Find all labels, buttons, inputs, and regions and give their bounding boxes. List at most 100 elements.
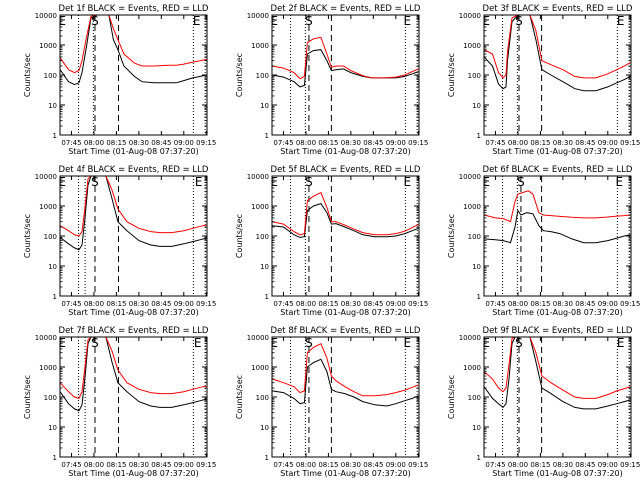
start-marker-label: S [91, 336, 99, 350]
x-tick-label: 08:30 [553, 461, 573, 469]
start-marker-label: S [91, 175, 99, 189]
y-tick-label: 10000 [35, 12, 57, 20]
y-axis-label: Counts/sec [235, 214, 244, 258]
lld-series-line [272, 343, 419, 397]
y-tick-label: 1000 [39, 203, 57, 211]
panel-title: Det 7f BLACK = Events, RED = LLD [59, 326, 209, 336]
x-tick-label: 09:00 [598, 139, 618, 147]
x-tick-label: 09:15 [196, 139, 216, 147]
x-tick-label: 08:00 [296, 139, 316, 147]
x-tick-label: 07:45 [61, 300, 81, 308]
events-series-line [272, 49, 419, 88]
x-tick-label: 08:45 [575, 139, 595, 147]
start-marker-label: S [515, 336, 523, 350]
x-tick-label: 08:00 [508, 300, 528, 308]
x-tick-label: 08:30 [341, 139, 361, 147]
y-tick-label: 10 [260, 102, 269, 110]
x-axis-label: Start Time (01-Aug-08 07:37:20) [68, 147, 199, 156]
y-axis-label: Counts/sec [23, 214, 32, 258]
end-marker-label: E [482, 14, 490, 28]
x-tick-label: 09:00 [386, 300, 406, 308]
x-axis-label: Start Time (01-Aug-08 07:37:20) [492, 308, 623, 317]
x-tick-label: 08:00 [84, 461, 104, 469]
y-tick-label: 1 [265, 293, 269, 301]
end-marker-label: E [617, 336, 625, 350]
end-marker-label: E [194, 336, 202, 350]
events-series-line [60, 337, 207, 412]
y-tick-label: 1000 [251, 203, 269, 211]
x-tick-label: 07:45 [273, 461, 293, 469]
lld-series-line [60, 337, 207, 400]
x-tick-label: 07:45 [485, 461, 505, 469]
panel-title: Det 2f BLACK = Events, RED = LLD [271, 4, 421, 14]
lld-series-line [60, 15, 207, 74]
events-series-line [60, 176, 207, 251]
x-tick-label: 07:45 [61, 139, 81, 147]
end-marker-label: E [58, 175, 66, 189]
x-tick-label: 08:30 [341, 300, 361, 308]
panel-title: Det 6f BLACK = Events, RED = LLD [483, 165, 633, 175]
x-tick-label: 09:15 [620, 139, 640, 147]
x-tick-label: 07:45 [273, 300, 293, 308]
end-marker-label: E [404, 14, 412, 28]
x-axis-label: Start Time (01-Aug-08 07:37:20) [68, 469, 199, 478]
events-series-line [272, 203, 419, 238]
y-tick-label: 10000 [459, 173, 481, 181]
y-tick-label: 10000 [459, 12, 481, 20]
x-axis-label: Start Time (01-Aug-08 07:37:20) [280, 147, 411, 156]
y-tick-label: 10 [260, 424, 269, 432]
x-tick-label: 08:45 [575, 300, 595, 308]
x-tick-label: 08:30 [553, 300, 573, 308]
x-tick-label: 08:00 [296, 461, 316, 469]
x-tick-label: 09:15 [620, 300, 640, 308]
y-tick-label: 10 [472, 424, 481, 432]
y-tick-label: 1 [53, 454, 57, 462]
x-tick-label: 09:00 [386, 461, 406, 469]
x-tick-label: 09:15 [196, 300, 216, 308]
x-tick-label: 08:15 [106, 139, 126, 147]
y-tick-label: 10 [472, 102, 481, 110]
plot-frame [271, 336, 420, 458]
x-tick-label: 09:15 [620, 461, 640, 469]
y-tick-label: 10000 [35, 334, 57, 342]
end-marker-label: E [270, 14, 278, 28]
x-tick-label: 08:15 [318, 300, 338, 308]
x-tick-label: 08:00 [84, 139, 104, 147]
end-marker-label: E [616, 175, 624, 189]
end-marker-label: E [482, 175, 490, 189]
y-tick-label: 10000 [247, 12, 269, 20]
y-tick-label: 100 [44, 233, 57, 241]
y-tick-label: 10 [48, 102, 57, 110]
y-axis-label: Counts/sec [447, 375, 456, 419]
x-axis-label: Start Time (01-Aug-08 07:37:20) [280, 469, 411, 478]
end-marker-label: E [482, 336, 490, 350]
lld-series-line [484, 190, 631, 223]
x-tick-label: 09:00 [174, 300, 194, 308]
y-tick-label: 1 [53, 132, 57, 140]
lld-series-line [272, 36, 419, 80]
y-tick-label: 100 [44, 394, 57, 402]
x-tick-label: 07:45 [61, 461, 81, 469]
x-tick-label: 09:15 [408, 139, 428, 147]
y-axis-label: Counts/sec [235, 53, 244, 97]
x-tick-label: 07:45 [485, 139, 505, 147]
start-marker-label: S [305, 14, 313, 28]
y-tick-label: 1 [265, 454, 269, 462]
y-tick-label: 1000 [463, 42, 481, 50]
x-tick-label: 09:15 [408, 300, 428, 308]
x-tick-label: 08:15 [530, 461, 550, 469]
end-marker-label: E [193, 14, 201, 28]
end-marker-label: E [58, 14, 66, 28]
x-tick-label: 07:45 [485, 300, 505, 308]
y-tick-label: 100 [468, 394, 481, 402]
y-axis-label: Counts/sec [447, 53, 456, 97]
end-marker-label: E [58, 336, 66, 350]
x-tick-label: 08:15 [318, 139, 338, 147]
y-tick-label: 100 [468, 233, 481, 241]
x-tick-label: 08:15 [106, 300, 126, 308]
